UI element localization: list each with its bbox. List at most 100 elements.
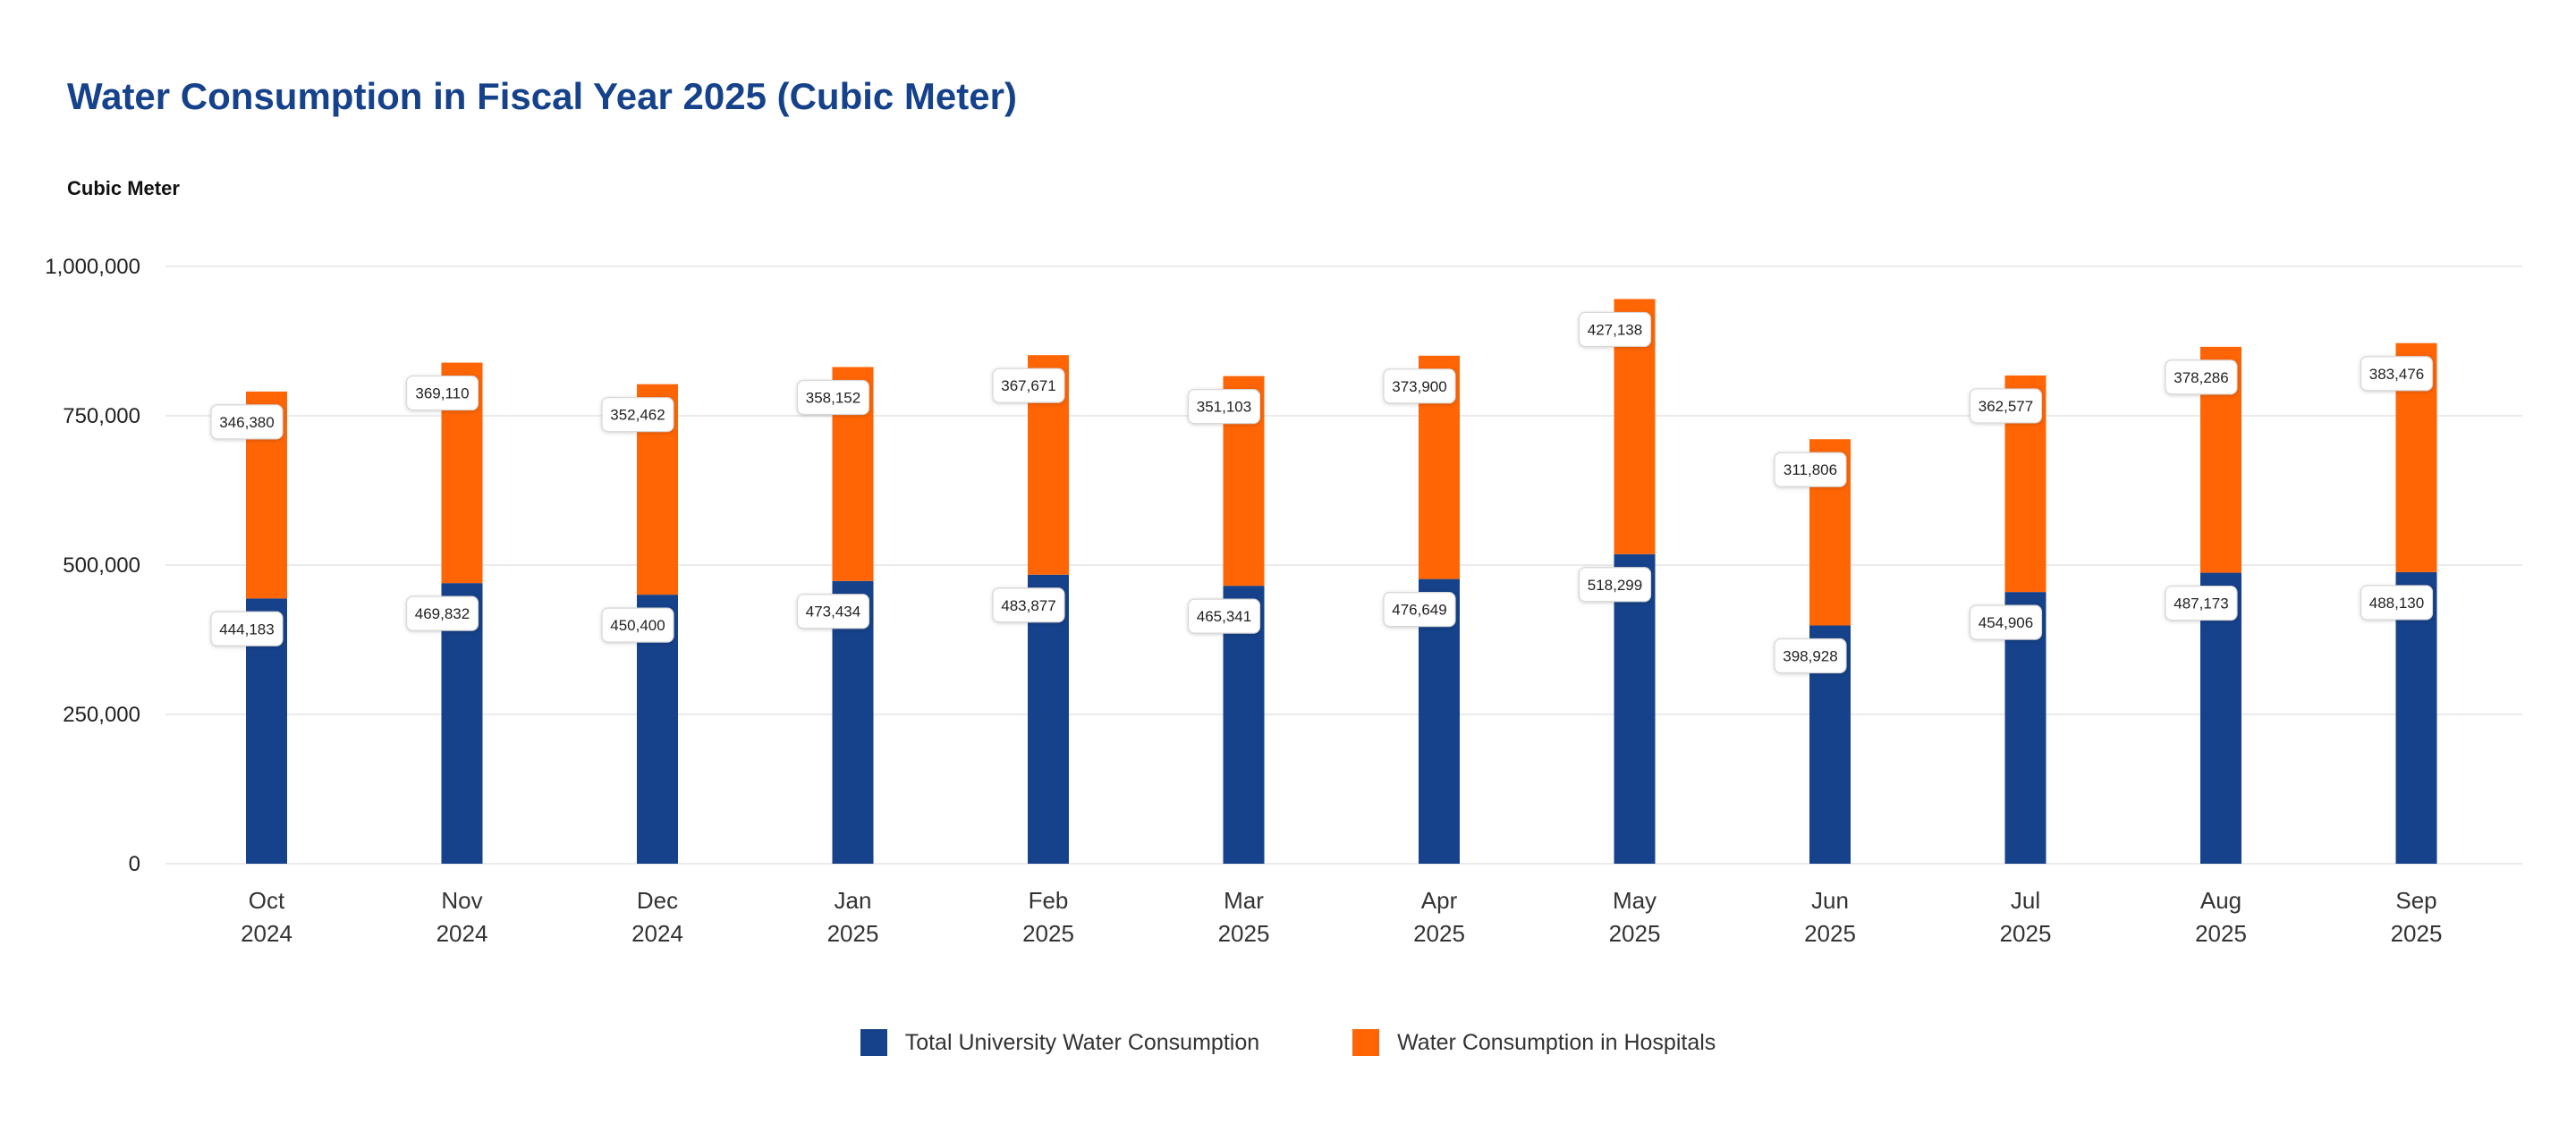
y-tick-label: 250,000 [63, 703, 140, 727]
y-tick-label: 1,000,000 [45, 255, 140, 279]
data-label-hospitals: 311,806 [1774, 452, 1847, 487]
data-label-university: 483,877 [992, 587, 1065, 623]
legend-label-hospitals: Water Consumption in Hospitals [1397, 1029, 1716, 1055]
data-label-text: 473,434 [806, 604, 860, 621]
x-tick-year: 2024 [436, 920, 488, 947]
y-tick-label: 750,000 [63, 404, 140, 428]
data-label-box [1774, 638, 1847, 674]
data-label-hospitals: 373,900 [1383, 368, 1456, 404]
x-tick-year: 2025 [1218, 920, 1270, 947]
data-label-text: 454,906 [1979, 614, 2033, 631]
data-label-text: 476,649 [1392, 602, 1446, 619]
data-label-box [601, 397, 674, 433]
data-label-text: 450,400 [610, 617, 665, 634]
data-label-text: 369,110 [415, 385, 469, 402]
data-label-text: 367,671 [1001, 377, 1055, 394]
x-tick-year: 2025 [1413, 920, 1465, 947]
data-label-box [210, 404, 284, 440]
data-label-text: 465,341 [1197, 608, 1251, 625]
data-label-box [1578, 567, 1652, 603]
legend-item-hospitals[interactable]: Water Consumption in Hospitals [1352, 1029, 1716, 1056]
data-label-box [601, 607, 674, 643]
data-label-text: 351,103 [1197, 399, 1251, 416]
x-tick-month: Oct [249, 887, 285, 914]
x-tick-month: Nov [441, 887, 482, 914]
data-label-text: 398,928 [1783, 648, 1837, 665]
data-label-university: 398,928 [1774, 638, 1847, 674]
data-label-hospitals: 367,671 [992, 367, 1065, 403]
data-label-text: 383,476 [2369, 366, 2424, 383]
data-label-box [2360, 585, 2434, 621]
data-label-text: 311,806 [1784, 461, 1837, 478]
data-label-box [992, 367, 1065, 403]
data-label-university: 469,832 [405, 595, 479, 631]
data-label-text: 362,577 [1979, 398, 2033, 415]
data-label-box [796, 594, 870, 629]
data-label-hospitals: 369,110 [405, 375, 479, 411]
data-label-box [1774, 452, 1847, 487]
data-label-hospitals: 351,103 [1187, 389, 1261, 425]
data-label-hospitals: 378,286 [2165, 359, 2238, 395]
data-label-university: 518,299 [1578, 567, 1652, 603]
data-label-university: 488,130 [2360, 585, 2434, 621]
x-tick-month: Jul [2011, 887, 2040, 914]
data-label-box [992, 587, 1065, 623]
x-tick-month: Jun [1811, 887, 1849, 914]
data-label-box [2360, 356, 2434, 392]
data-label-hospitals: 427,138 [1578, 311, 1652, 348]
data-label-hospitals: 352,462 [601, 397, 674, 433]
legend-label-university: Total University Water Consumption [904, 1029, 1260, 1055]
data-label-box [1383, 368, 1456, 404]
x-tick-month: Sep [2395, 887, 2436, 914]
data-label-university: 450,400 [601, 607, 674, 643]
bars [246, 299, 2437, 864]
x-tick-year: 2025 [1609, 920, 1661, 947]
x-tick-month: Mar [1224, 887, 1264, 914]
x-tick-month: Jan [835, 887, 872, 914]
data-label-box [1383, 591, 1456, 628]
data-label-box [210, 611, 284, 646]
data-label-hospitals: 362,577 [1969, 388, 2043, 424]
legend: Total University Water Consumption Water… [0, 1029, 2576, 1056]
data-label-hospitals: 346,380 [210, 404, 284, 440]
data-label-text: 378,286 [2174, 369, 2228, 386]
data-label-text: 483,877 [1001, 597, 1055, 614]
x-tick-year: 2024 [631, 920, 683, 947]
y-axis-ticks: 0 250,000 500,000 750,000 1,000,000 [45, 255, 140, 876]
data-label-box [1187, 598, 1261, 634]
bar-university-aug [2200, 572, 2241, 864]
x-tick-year: 2025 [2195, 920, 2247, 947]
chart-title: Water Consumption in Fiscal Year 2025 (C… [67, 75, 1017, 117]
legend-swatch-university [860, 1029, 887, 1056]
data-label-hospitals: 358,152 [796, 379, 870, 416]
data-label-university: 454,906 [1969, 604, 2043, 640]
x-tick-year: 2025 [2391, 920, 2443, 947]
data-label-box [1578, 311, 1652, 348]
data-label-text: 488,130 [2369, 595, 2424, 612]
bar-university-sep [2395, 571, 2437, 864]
data-label-box [1969, 604, 2043, 640]
bar-university-feb [1028, 574, 1069, 864]
legend-item-university[interactable]: Total University Water Consumption [860, 1029, 1259, 1056]
data-label-university: 465,341 [1187, 598, 1261, 634]
x-tick-year: 2025 [827, 920, 879, 947]
x-tick-month: Dec [637, 887, 678, 914]
x-tick-month: May [1613, 887, 1657, 914]
data-label-text: 358,152 [806, 390, 860, 407]
data-label-box [2165, 359, 2238, 395]
data-label-text: 487,173 [2174, 595, 2228, 612]
y-axis-unit-label: Cubic Meter [67, 177, 180, 199]
data-label-box [1187, 389, 1261, 425]
data-label-box [796, 379, 870, 416]
data-label-text: 469,832 [415, 605, 470, 622]
x-tick-year: 2024 [241, 920, 292, 947]
y-tick-label: 0 [129, 852, 140, 876]
data-label-text: 373,900 [1392, 378, 1446, 395]
data-label-university: 473,434 [796, 594, 870, 629]
x-tick-year: 2025 [1022, 920, 1074, 947]
data-label-university: 476,649 [1383, 591, 1456, 628]
legend-swatch-hospitals [1352, 1029, 1380, 1056]
x-tick-month: Feb [1029, 887, 1069, 914]
data-label-box [2165, 585, 2238, 621]
